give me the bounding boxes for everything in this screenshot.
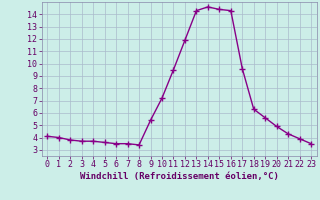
X-axis label: Windchill (Refroidissement éolien,°C): Windchill (Refroidissement éolien,°C) [80,172,279,181]
